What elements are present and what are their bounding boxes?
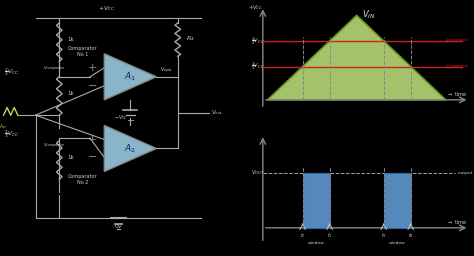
Text: $\frac{2}{3}V_{CC}$: $\frac{2}{3}V_{CC}$: [4, 67, 20, 78]
Text: $t_3$: $t_3$: [381, 231, 387, 240]
Text: +: +: [88, 63, 97, 73]
Text: $\frac{2}{3}V_{CC}$: $\frac{2}{3}V_{CC}$: [251, 35, 265, 47]
Text: +: +: [88, 134, 97, 145]
Text: $A_1$: $A_1$: [124, 71, 137, 83]
Text: −: −: [88, 81, 97, 91]
Text: output low: output low: [457, 171, 474, 175]
Text: $R_4$: $R_4$: [186, 34, 195, 42]
Text: window: window: [389, 241, 406, 246]
Text: $0v$: $0v$: [114, 222, 123, 230]
Text: $\frac{1}{3}V_{CC}$: $\frac{1}{3}V_{CC}$: [4, 128, 20, 140]
Polygon shape: [104, 54, 156, 100]
Text: $\rightarrow$ time: $\rightarrow$ time: [447, 90, 467, 98]
Text: $t_2$: $t_2$: [300, 231, 306, 240]
Text: $+V_{CC}$: $+V_{CC}$: [248, 3, 264, 12]
Text: $V_{OUT}$: $V_{OUT}$: [251, 168, 265, 177]
Text: $V_{comparator2}$: $V_{comparator2}$: [445, 62, 469, 71]
Text: $\rightarrow$ time: $\rightarrow$ time: [447, 218, 467, 226]
Text: 1k: 1k: [68, 91, 74, 96]
Polygon shape: [104, 125, 156, 172]
Text: $V_{IN}$: $V_{IN}$: [362, 9, 375, 22]
Text: $t_4$: $t_4$: [408, 231, 414, 240]
Text: $\frac{1}{3}V_{CC}$: $\frac{1}{3}V_{CC}$: [251, 61, 265, 72]
Text: $V_{in}$: $V_{in}$: [0, 122, 8, 131]
Text: −: −: [88, 152, 97, 163]
Text: $-V_{CC}$: $-V_{CC}$: [114, 113, 128, 122]
Text: $V_{opta}$: $V_{opta}$: [160, 65, 172, 76]
Text: $V_{out}$: $V_{out}$: [211, 108, 223, 117]
Text: 1k: 1k: [68, 155, 74, 160]
Text: $+V_{CC}$: $+V_{CC}$: [98, 4, 116, 13]
Text: Comparator
No 1: Comparator No 1: [68, 46, 98, 57]
Bar: [302, 173, 329, 228]
Text: Comparator
No 2: Comparator No 2: [68, 174, 98, 185]
Text: $V_{comparator}$: $V_{comparator}$: [43, 64, 66, 73]
Text: $V_{comparator1}$: $V_{comparator1}$: [445, 37, 469, 45]
Bar: [384, 173, 410, 228]
Polygon shape: [267, 15, 446, 100]
Text: $t_1$: $t_1$: [327, 231, 333, 240]
Text: 1k: 1k: [68, 37, 74, 42]
Text: window: window: [308, 241, 325, 246]
Text: $A_2$: $A_2$: [124, 142, 137, 155]
Text: $V_{comparator}$: $V_{comparator}$: [43, 141, 66, 150]
